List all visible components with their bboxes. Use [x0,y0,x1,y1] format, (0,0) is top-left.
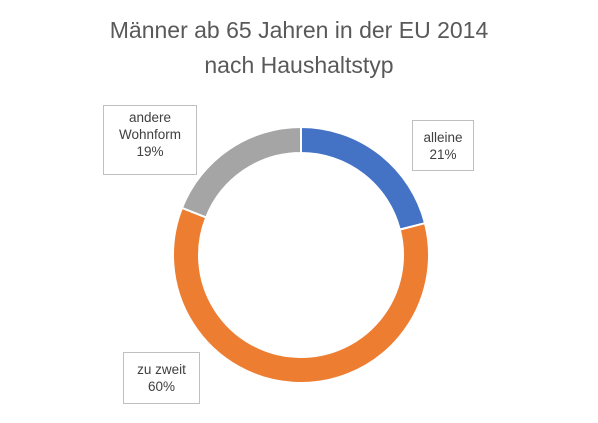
data-label-andere-wohnform-value: 19% [136,144,164,159]
doughnut-slice-andere-wohnform [180,125,302,219]
data-label-alleine: alleine 21% [412,120,474,171]
data-label-zu-zweit: zu zweit 60% [123,352,200,404]
data-label-alleine-name: alleine [423,130,463,145]
data-label-zu-zweit-value: 60% [147,379,176,394]
data-label-andere-wohnform-name-2: Wohnform [118,127,182,142]
doughnut-slice-zu-zweit [172,206,430,384]
data-label-andere-wohnform: andere Wohnform 19% [103,105,197,175]
doughnut-slice-alleine [300,125,427,231]
chart-title-line-2: nach Haushaltstyp [204,52,394,78]
data-label-alleine-value: 21% [429,147,457,162]
data-label-zu-zweit-name: zu zweit [137,362,186,377]
data-label-andere-wohnform-name-1: andere [128,110,172,125]
chart-title-line-1: Männer ab 65 Jahren in der EU 2014 [109,17,489,43]
